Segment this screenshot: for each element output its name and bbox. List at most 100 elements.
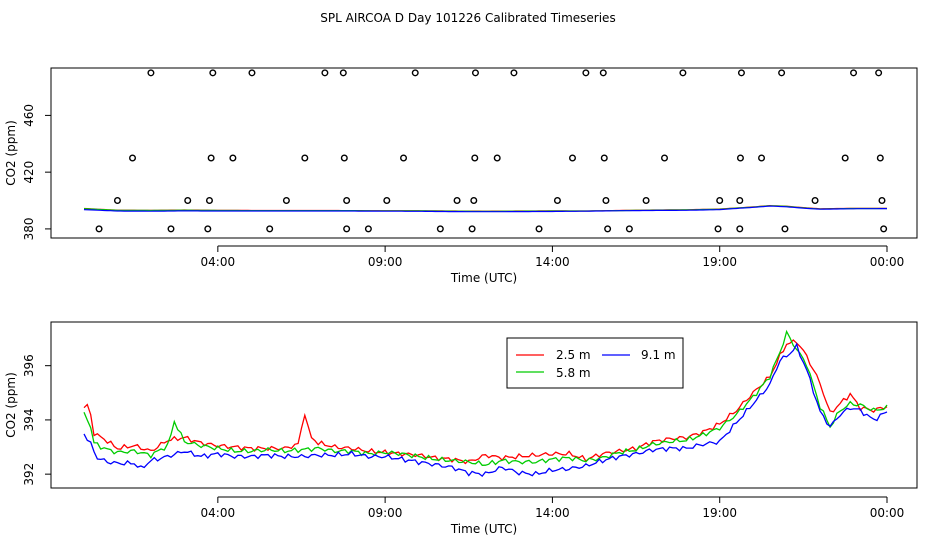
bot-y-tick-label: 396 <box>22 354 36 377</box>
scatter-point <box>661 154 669 162</box>
scatter-point <box>339 69 347 77</box>
scatter-point <box>493 154 501 162</box>
scatter-point <box>248 69 256 77</box>
scatter-point <box>642 197 650 205</box>
scatter-point <box>841 154 849 162</box>
scatter-point <box>535 225 543 233</box>
scatter-point <box>411 69 419 77</box>
scatter-point <box>850 69 858 77</box>
scatter-point <box>301 154 309 162</box>
scatter-point <box>758 154 766 162</box>
scatter-point <box>878 197 886 205</box>
scatter-point <box>736 197 744 205</box>
scatter-point <box>599 69 607 77</box>
legend-box <box>506 337 684 389</box>
top-x-axis-label: Time (UTC) <box>450 271 517 285</box>
scatter-point <box>714 225 722 233</box>
scatter-point <box>343 197 351 205</box>
scatter-point <box>453 197 461 205</box>
scatter-point <box>876 154 884 162</box>
scatter-point <box>95 225 103 233</box>
scatter-point <box>383 197 391 205</box>
bottom-series-lines <box>83 329 888 478</box>
bot-x-tick-label: 19:00 <box>702 506 737 520</box>
scatter-point <box>600 154 608 162</box>
scatter-point <box>470 197 478 205</box>
top-series-lines <box>83 204 887 213</box>
scatter-point <box>602 197 610 205</box>
scatter-point <box>471 154 479 162</box>
top-x-axis: 04:00 09:00 14:00 19:00 00:00 <box>201 245 905 269</box>
scatter-point <box>582 69 590 77</box>
top-scatter-points <box>95 69 888 233</box>
top-y-axis: 380 420 460 <box>22 104 52 240</box>
scatter-point <box>266 225 274 233</box>
scatter-point <box>679 69 687 77</box>
top-series-line-9-1-m <box>83 205 887 213</box>
scatter-point <box>343 225 351 233</box>
scatter-point <box>811 197 819 205</box>
bot-x-tick-label: 04:00 <box>201 506 236 520</box>
scatter-point <box>209 69 217 77</box>
bottom-x-axis: 04:00 09:00 14:00 19:00 00:00 <box>201 496 905 520</box>
legend: 2.5 m 5.8 m 9.1 m <box>506 337 684 389</box>
scatter-point <box>510 69 518 77</box>
scatter-point <box>205 197 213 205</box>
top-x-tick-label: 00:00 <box>870 255 905 269</box>
scatter-point <box>400 154 408 162</box>
scatter-point <box>340 154 348 162</box>
bot-series-line-2-5-m <box>83 339 888 465</box>
scatter-point <box>229 154 237 162</box>
scatter-point <box>167 225 175 233</box>
top-x-tick-label: 19:00 <box>702 255 737 269</box>
scatter-point <box>736 225 744 233</box>
top-x-tick-label: 09:00 <box>368 255 403 269</box>
scatter-point <box>781 225 789 233</box>
scatter-point <box>147 69 155 77</box>
legend-label-5-8m: 5.8 m <box>556 366 591 380</box>
top-y-axis-label: CO2 (ppm) <box>4 120 18 186</box>
bot-x-tick-label: 00:00 <box>870 506 905 520</box>
scatter-point <box>568 154 576 162</box>
scatter-point <box>129 154 137 162</box>
scatter-point <box>468 225 476 233</box>
bottom-panel: 04:00 09:00 14:00 19:00 00:00 392 394 396 Time… <box>4 321 918 536</box>
scatter-point <box>321 69 329 77</box>
scatter-point <box>880 225 888 233</box>
scatter-point <box>737 69 745 77</box>
bot-x-tick-label: 14:00 <box>535 506 570 520</box>
scatter-point <box>736 154 744 162</box>
legend-label-2-5m: 2.5 m <box>556 348 591 362</box>
scatter-point <box>207 154 215 162</box>
top-y-tick-label: 420 <box>22 161 36 184</box>
scatter-point <box>471 69 479 77</box>
scatter-point <box>364 225 372 233</box>
scatter-point <box>778 69 786 77</box>
bot-y-tick-label: 394 <box>22 408 36 431</box>
scatter-point <box>875 69 883 77</box>
bottom-x-axis-label: Time (UTC) <box>450 522 517 536</box>
bottom-plot-frame <box>50 321 918 489</box>
scatter-point <box>553 197 561 205</box>
chart-title: SPL AIRCOA D Day 101226 Calibrated Times… <box>320 11 615 25</box>
bottom-y-axis: 392 394 396 <box>22 354 52 486</box>
scatter-point <box>204 225 212 233</box>
scatter-point <box>436 225 444 233</box>
scatter-point <box>184 197 192 205</box>
top-plot-frame <box>50 67 918 239</box>
top-y-tick-label: 380 <box>22 217 36 240</box>
bot-x-tick-label: 09:00 <box>368 506 403 520</box>
bot-y-tick-label: 392 <box>22 463 36 486</box>
bottom-y-axis-label: CO2 (ppm) <box>4 372 18 438</box>
bot-series-line-9-1-m <box>83 342 888 478</box>
top-x-tick-label: 04:00 <box>201 255 236 269</box>
top-y-tick-label: 460 <box>22 104 36 127</box>
top-panel: 04:00 09:00 14:00 19:00 00:00 380 420 460 Time… <box>4 67 918 285</box>
scatter-point <box>282 197 290 205</box>
bot-series-line-5-8-m <box>83 329 888 466</box>
top-x-tick-label: 14:00 <box>535 255 570 269</box>
legend-label-9-1m: 9.1 m <box>641 348 676 362</box>
scatter-point <box>604 225 612 233</box>
scatter-point <box>716 197 724 205</box>
